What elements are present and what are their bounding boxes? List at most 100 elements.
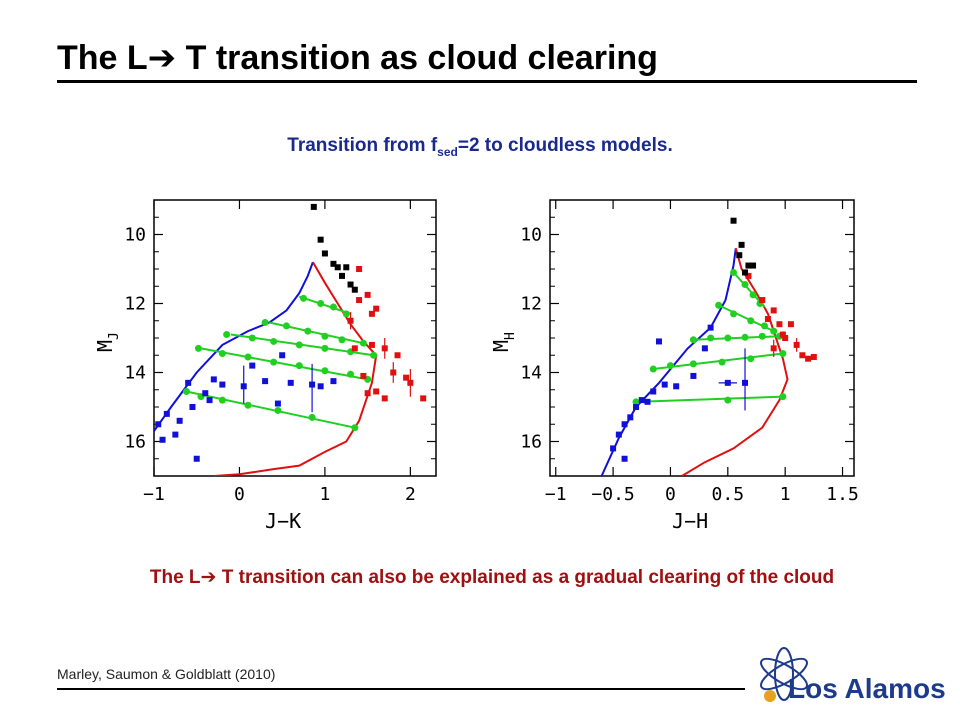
cloudy-sequence-curve bbox=[600, 248, 737, 476]
t-dwarf-point bbox=[810, 353, 817, 360]
l-dwarf-point bbox=[621, 455, 628, 462]
late-t-dwarf-point bbox=[742, 269, 749, 276]
late-t-dwarf-point bbox=[310, 203, 317, 210]
t-dwarf-point bbox=[770, 307, 777, 314]
late-t-dwarf-point bbox=[351, 286, 358, 293]
transition-point bbox=[730, 310, 738, 318]
transition-point bbox=[730, 268, 738, 276]
transition-point bbox=[223, 331, 231, 339]
l-dwarf-point bbox=[724, 379, 731, 386]
late-t-dwarf-point bbox=[750, 262, 757, 269]
transition-point bbox=[270, 358, 278, 366]
t-dwarf-point bbox=[356, 297, 363, 304]
l-dwarf-point bbox=[202, 390, 209, 397]
l-dwarf-point bbox=[287, 379, 294, 386]
l-dwarf-point bbox=[172, 431, 179, 438]
transition-point bbox=[649, 365, 657, 373]
y-tick-label: 10 bbox=[520, 225, 542, 246]
transition-point bbox=[270, 337, 278, 345]
late-t-dwarf-point bbox=[321, 250, 328, 257]
late-t-dwarf-point bbox=[339, 272, 345, 279]
transition-line bbox=[636, 395, 783, 403]
t-dwarf-point bbox=[770, 345, 777, 352]
color-magnitude-chart-jh: −1 −0.5 0 0.5 1 1.5 10 12 14 16 J−H MH bbox=[489, 199, 859, 533]
title-underline bbox=[57, 80, 917, 83]
transition-point bbox=[747, 317, 755, 325]
t-dwarf-point bbox=[776, 321, 783, 328]
transition-point bbox=[321, 344, 329, 352]
transition-point bbox=[351, 424, 359, 432]
l-dwarf-point bbox=[159, 436, 166, 443]
late-t-dwarf-point bbox=[343, 264, 350, 271]
l-dwarf-point bbox=[707, 324, 714, 331]
x-tick-label: −1 bbox=[143, 484, 165, 505]
transition-point bbox=[718, 358, 726, 366]
transition-point bbox=[282, 322, 290, 330]
l-dwarf-point bbox=[650, 388, 657, 395]
t-dwarf-point bbox=[787, 321, 794, 328]
cloudless-sequence-curve bbox=[213, 261, 378, 476]
transition-point bbox=[321, 367, 329, 375]
late-t-dwarf-point bbox=[745, 262, 752, 269]
x-tick-label: 0 bbox=[234, 484, 245, 505]
x-tick-label: −0.5 bbox=[591, 484, 634, 505]
l-dwarf-point bbox=[621, 421, 628, 428]
logo-text: Los Alamos bbox=[788, 673, 946, 704]
l-dwarf-point bbox=[249, 362, 256, 369]
plot-frame bbox=[153, 199, 437, 477]
y-tick-label: 14 bbox=[124, 363, 146, 384]
t-dwarf-point bbox=[356, 266, 363, 272]
arrow-icon: ➔ bbox=[200, 566, 217, 588]
l-dwarf-point bbox=[638, 397, 645, 404]
l-dwarf-point bbox=[193, 455, 200, 462]
x-axis-label: J−K bbox=[265, 509, 301, 533]
l-dwarf-point bbox=[176, 417, 183, 424]
transition-point bbox=[741, 333, 749, 341]
transition-point bbox=[218, 350, 226, 358]
t-dwarf-point bbox=[347, 317, 354, 324]
x-tick-label: 1 bbox=[319, 484, 330, 505]
l-dwarf-point bbox=[610, 445, 617, 452]
t-dwarf-point bbox=[420, 395, 427, 402]
transition-point bbox=[248, 334, 256, 342]
t-dwarf-point bbox=[373, 388, 380, 395]
t-dwarf-point bbox=[381, 345, 388, 352]
y-tick-label: 14 bbox=[520, 363, 542, 384]
t-dwarf-point bbox=[390, 369, 397, 376]
l-dwarf-point bbox=[189, 404, 196, 410]
transition-point bbox=[707, 334, 715, 342]
l-dwarf-point bbox=[330, 378, 337, 385]
transition-point bbox=[329, 303, 337, 311]
transition-point bbox=[689, 360, 697, 368]
late-t-dwarf-point bbox=[736, 252, 743, 259]
t-dwarf-point bbox=[759, 297, 766, 304]
transition-line bbox=[653, 352, 783, 371]
transition-point bbox=[632, 398, 640, 406]
late-t-dwarf-point bbox=[730, 217, 737, 224]
transition-point bbox=[338, 336, 346, 344]
t-dwarf-point bbox=[745, 272, 752, 279]
late-t-dwarf-point bbox=[317, 236, 324, 243]
y-tick-label: 16 bbox=[520, 432, 542, 453]
l-dwarf-point bbox=[615, 431, 622, 438]
t-dwarf-point bbox=[805, 355, 812, 362]
x-tick-label: 1 bbox=[780, 484, 791, 505]
arrow-icon: ➔ bbox=[147, 38, 177, 78]
x-tick-label: 1.5 bbox=[826, 484, 859, 505]
t-dwarf-point bbox=[373, 305, 380, 312]
l-dwarf-point bbox=[155, 421, 162, 428]
t-dwarf-point bbox=[407, 379, 414, 386]
y-tick-label: 10 bbox=[124, 225, 146, 246]
transition-point bbox=[304, 327, 312, 335]
l-dwarf-point bbox=[317, 383, 324, 390]
cloudless-sequence-curve bbox=[681, 248, 789, 476]
t-dwarf-point bbox=[782, 335, 789, 341]
t-dwarf-point bbox=[364, 291, 371, 298]
t-dwarf-point bbox=[764, 316, 771, 323]
transition-point bbox=[321, 332, 329, 340]
chart-subtitle: Transition from fsed=2 to cloudless mode… bbox=[287, 135, 673, 159]
l-dwarf-point bbox=[633, 404, 640, 410]
t-dwarf-point bbox=[779, 331, 786, 338]
l-dwarf-point bbox=[210, 376, 217, 383]
